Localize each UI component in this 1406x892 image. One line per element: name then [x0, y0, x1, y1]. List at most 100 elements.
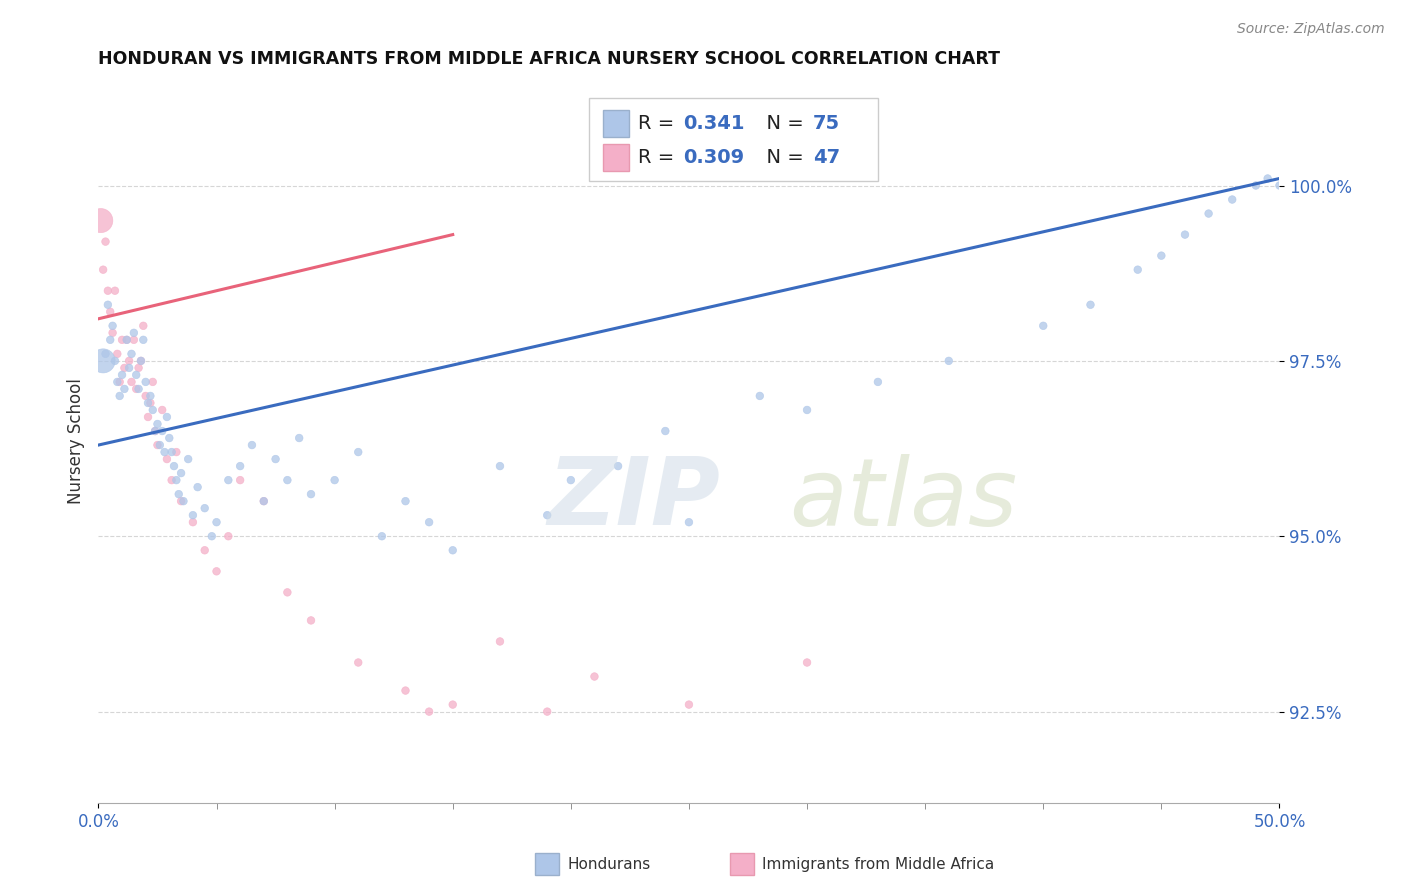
Point	[146, 438, 169, 452]
Text: Immigrants from Middle Africa: Immigrants from Middle Africa	[762, 856, 994, 871]
Point	[1032, 318, 1054, 333]
Point	[149, 438, 172, 452]
Point	[229, 473, 252, 487]
Point	[118, 354, 141, 368]
Point	[139, 389, 162, 403]
Point	[194, 543, 217, 558]
Point	[101, 318, 124, 333]
Point	[441, 698, 464, 712]
Point	[165, 445, 187, 459]
Point	[796, 403, 818, 417]
Point	[108, 389, 131, 403]
Point	[536, 508, 558, 523]
Point	[139, 396, 162, 410]
FancyBboxPatch shape	[589, 98, 877, 181]
Point	[160, 473, 183, 487]
Point	[323, 473, 346, 487]
Point	[98, 333, 121, 347]
Point	[135, 389, 157, 403]
Point	[91, 354, 114, 368]
Point	[253, 494, 276, 508]
Point	[165, 473, 187, 487]
Point	[347, 445, 370, 459]
Point	[94, 235, 117, 249]
Point	[150, 403, 173, 417]
Text: R =: R =	[638, 114, 681, 133]
Text: N =: N =	[754, 148, 810, 167]
Point	[253, 494, 276, 508]
Point	[105, 375, 128, 389]
Point	[122, 326, 145, 340]
Point	[288, 431, 311, 445]
Point	[1126, 262, 1149, 277]
Bar	[730, 854, 754, 875]
Point	[97, 284, 120, 298]
Point	[104, 284, 127, 298]
Point	[1220, 193, 1243, 207]
Point	[111, 333, 134, 347]
Point	[143, 424, 166, 438]
Point	[217, 529, 239, 543]
Point	[97, 298, 120, 312]
Text: Hondurans: Hondurans	[567, 856, 651, 871]
Point	[94, 347, 117, 361]
Point	[118, 360, 141, 375]
Point	[146, 417, 169, 431]
Point	[394, 683, 416, 698]
Point	[866, 375, 889, 389]
Point	[136, 409, 159, 424]
Point	[1080, 298, 1102, 312]
Point	[299, 614, 322, 628]
Point	[122, 333, 145, 347]
Point	[177, 452, 200, 467]
Point	[128, 382, 150, 396]
Point	[181, 515, 204, 529]
Point	[163, 459, 186, 474]
Point	[1198, 206, 1220, 220]
Point	[136, 396, 159, 410]
Point	[796, 656, 818, 670]
Point	[187, 480, 209, 494]
Point	[1268, 178, 1291, 193]
Point	[91, 262, 114, 277]
Point	[111, 368, 134, 382]
Text: 75: 75	[813, 114, 839, 133]
Point	[194, 501, 217, 516]
Point	[121, 347, 143, 361]
Point	[167, 487, 190, 501]
Point	[129, 354, 152, 368]
Point	[170, 494, 193, 508]
Point	[121, 375, 143, 389]
Point	[264, 452, 287, 467]
Point	[115, 333, 138, 347]
Point	[128, 360, 150, 375]
Point	[105, 347, 128, 361]
Point	[156, 452, 179, 467]
Point	[607, 459, 630, 474]
Point	[172, 494, 194, 508]
Point	[153, 445, 176, 459]
Text: atlas: atlas	[789, 454, 1018, 545]
Point	[143, 424, 166, 438]
Point	[1150, 249, 1173, 263]
Point	[101, 326, 124, 340]
Point	[418, 705, 440, 719]
Point	[156, 409, 179, 424]
Point	[115, 333, 138, 347]
Point	[276, 473, 298, 487]
Point	[129, 354, 152, 368]
Point	[1174, 227, 1197, 242]
Bar	[603, 144, 628, 171]
Point	[748, 389, 770, 403]
Point	[217, 473, 239, 487]
Point	[108, 375, 131, 389]
Text: N =: N =	[754, 114, 810, 133]
Point	[112, 360, 135, 375]
Point	[1257, 171, 1279, 186]
Point	[1244, 178, 1267, 193]
Point	[135, 375, 157, 389]
Text: Source: ZipAtlas.com: Source: ZipAtlas.com	[1237, 22, 1385, 37]
Point	[678, 698, 700, 712]
Point	[489, 634, 512, 648]
Text: R =: R =	[638, 148, 681, 167]
